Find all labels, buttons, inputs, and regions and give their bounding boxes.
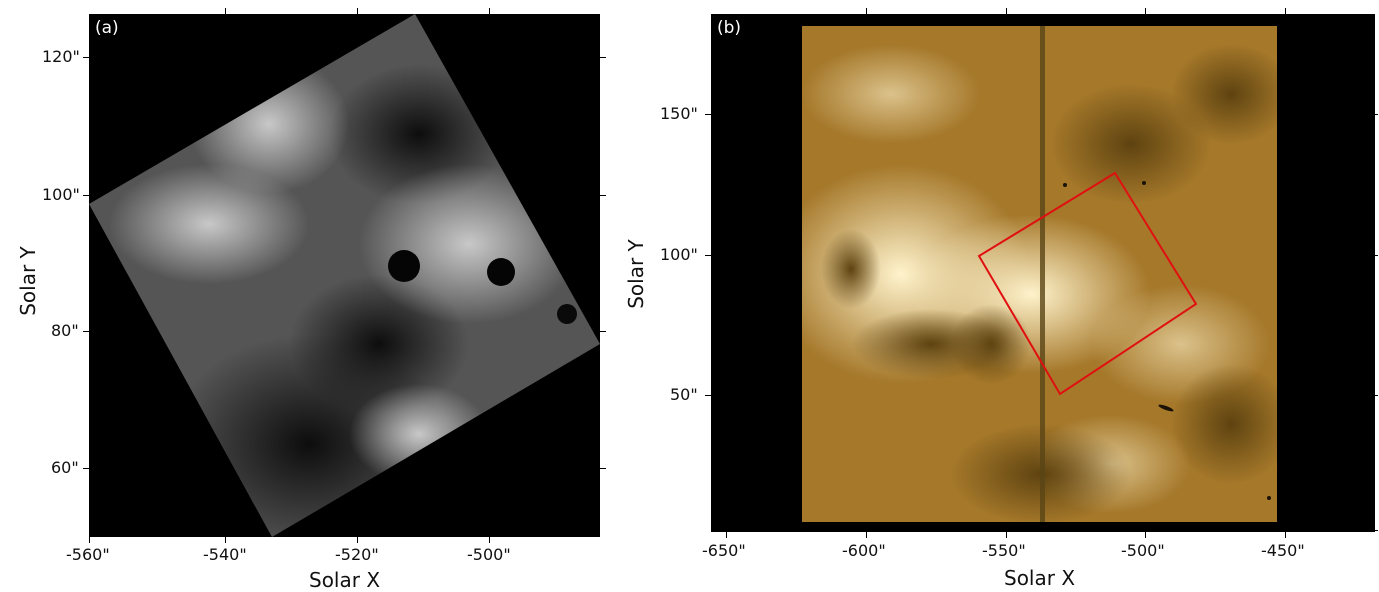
panel-a-xtick-label: -520" [335,545,379,564]
panel-a-ytick-label: 80" [51,321,79,340]
panel-b-x-axis-title: Solar X [1004,566,1076,590]
panel-b-ytick-right [1375,530,1378,531]
panel-a-ytick [83,331,89,332]
panel-a-xtick-top [357,8,358,14]
panel-b-xtick [1285,532,1286,538]
panel-b-ytick-label: 100" [660,245,698,264]
panel-b-xtick-label: -500" [1121,541,1165,560]
panel-b-image: (b) [711,14,1375,532]
panel-a-image: (a) [89,14,600,537]
panel-b-xtick-label: -450" [1261,541,1305,560]
panel-b-xtick [1145,532,1146,538]
panel-b-xtick-top [1006,8,1007,14]
panel-b-label: (b) [717,18,742,38]
panel-b-xtick-label: -650" [702,541,746,560]
panel-b-xtick [1006,532,1007,538]
panel-b-ytick [705,255,711,256]
panel-a-ytick [83,468,89,469]
panel-a-ytick-right [600,331,606,332]
fov-box [977,171,1198,396]
panel-a-ytick-label: 100" [42,185,80,204]
panel-b-xtick-label: -550" [982,541,1026,560]
panel-b-xtick-top [1285,8,1286,14]
panel-a-xtick-label: -500" [467,545,511,564]
panel-b-y-axis-title: Solar Y [624,239,648,309]
panel-b-svg [802,26,1277,522]
panel-b-xtick [726,532,727,538]
panel-b-ytick-right [1375,255,1378,256]
panel-b-ytick [705,395,711,396]
panel-b-xtick-top [866,8,867,14]
panel-b-ytick-right [1375,114,1378,115]
panel-a-ytick-label: 60" [51,458,79,477]
panel-a-x-axis-title: Solar X [309,568,381,592]
panel-b-xtick-top [1145,8,1146,14]
panel-a-xtick-top [489,8,490,14]
panel-a-xtick [489,537,490,543]
panel-a-xtick [357,537,358,543]
panel-a-ytick-label: 120" [42,47,80,66]
panel-a-xtick [89,537,90,543]
panel-a-xtick-top [225,8,226,14]
panel-b-stripe [1040,26,1045,522]
panel-b-xtick-label: -600" [842,541,886,560]
panel-a-svg [89,14,600,537]
panel-a-xtick-label: -560" [66,545,110,564]
panel-a-ytick-right [600,57,606,58]
panel-a-ytick [83,195,89,196]
panel-b-ytick [705,114,711,115]
panel-a-xtick-label: -540" [203,545,247,564]
panel-a-label: (a) [95,18,119,38]
panel-a-xtick [225,537,226,543]
panel-b-ytick-label: 150" [660,104,698,123]
panel-a-ytick-right [600,468,606,469]
panel-b-xtick [866,532,867,538]
panel-b-ytick-label: 50" [670,385,698,404]
panel-b-ytick-right [1375,395,1378,396]
panel-a-y-axis-title: Solar Y [16,246,40,316]
panel-a-ytick [83,57,89,58]
panel-a-ytick-right [600,195,606,196]
